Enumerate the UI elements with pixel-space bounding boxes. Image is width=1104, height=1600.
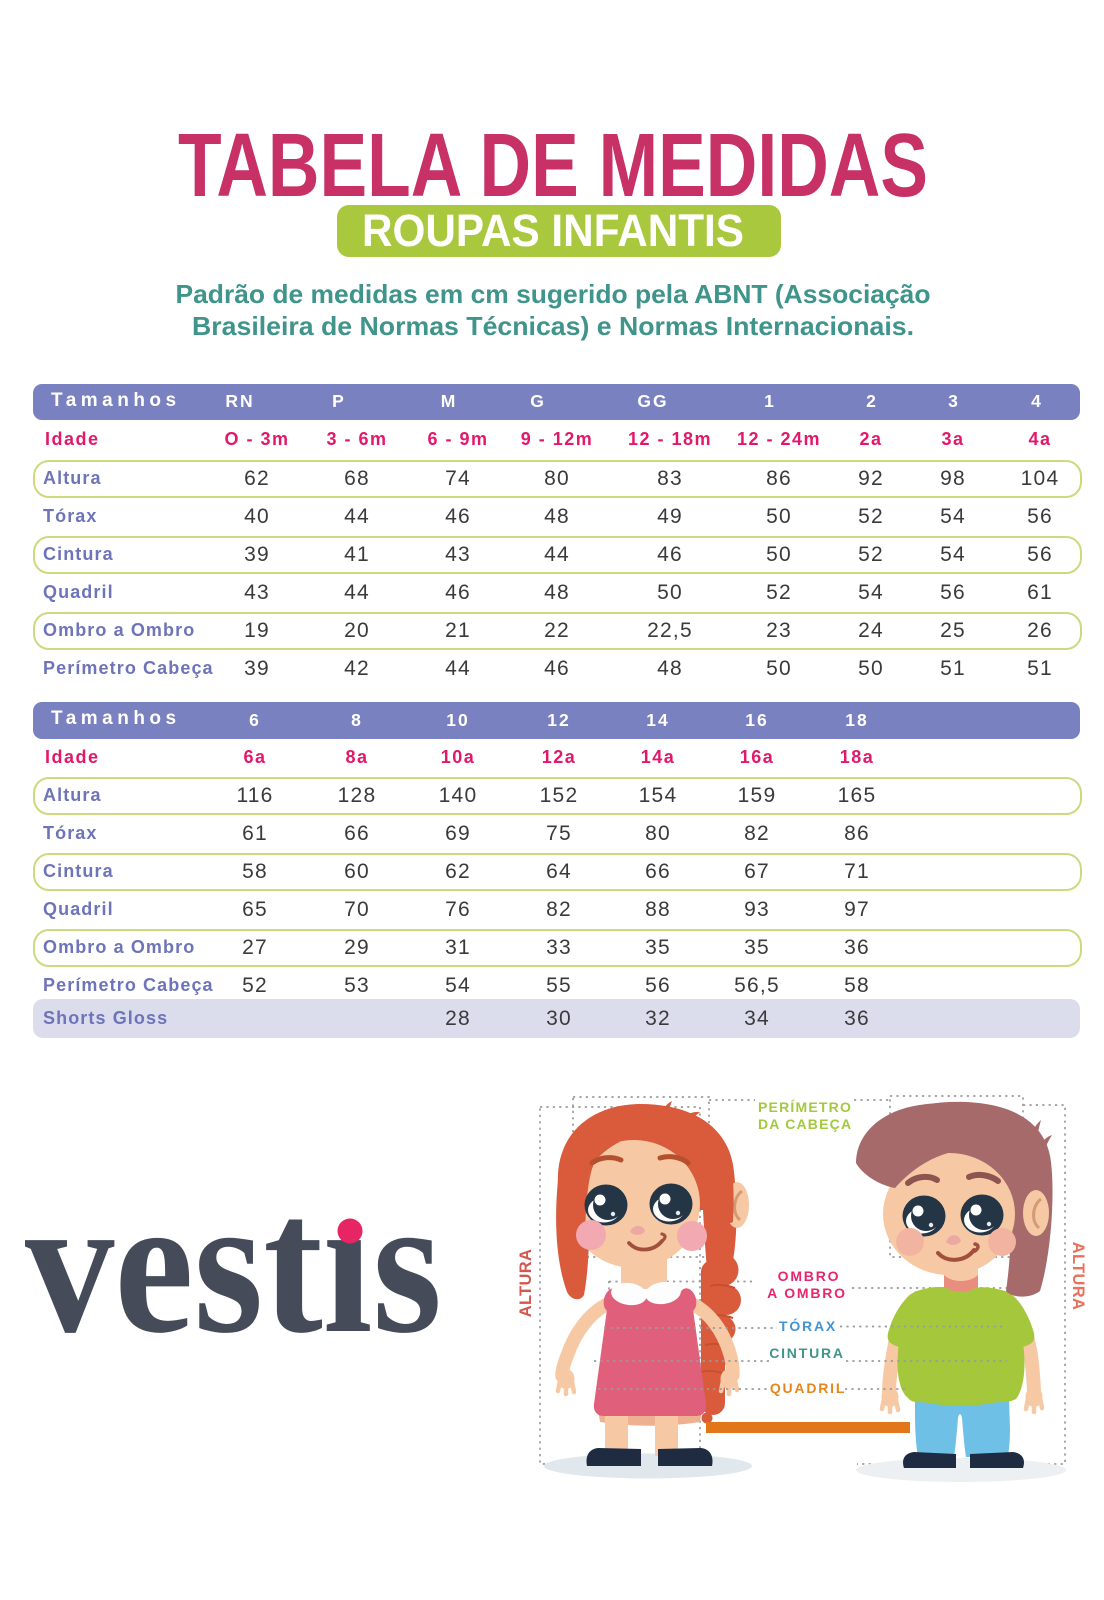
svg-text:vestıs: vestıs [25,1155,442,1374]
svg-text:A OMBRO: A OMBRO [767,1285,847,1301]
svg-text:Padrão de medidas em cm sugeri: Padrão de medidas em cm sugerido pela AB… [176,279,931,309]
svg-text:ALTURA: ALTURA [517,1249,535,1317]
svg-text:ROUPAS INFANTIS: ROUPAS INFANTIS [362,205,744,256]
svg-text:PERÍMETRO: PERÍMETRO [758,1099,852,1115]
svg-text:TÓRAX: TÓRAX [779,1317,837,1334]
svg-text:DA CABEÇA: DA CABEÇA [758,1116,852,1132]
svg-text:QUADRIL: QUADRIL [770,1380,846,1396]
svg-text:CINTURA: CINTURA [769,1345,845,1361]
svg-text:ALTURA: ALTURA [1069,1242,1087,1310]
svg-text:OMBRO: OMBRO [778,1268,841,1284]
svg-text:TABELA DE MEDIDAS: TABELA DE MEDIDAS [178,116,928,216]
svg-text:Brasileira de Normas Técnicas): Brasileira de Normas Técnicas) e Normas … [192,311,914,341]
